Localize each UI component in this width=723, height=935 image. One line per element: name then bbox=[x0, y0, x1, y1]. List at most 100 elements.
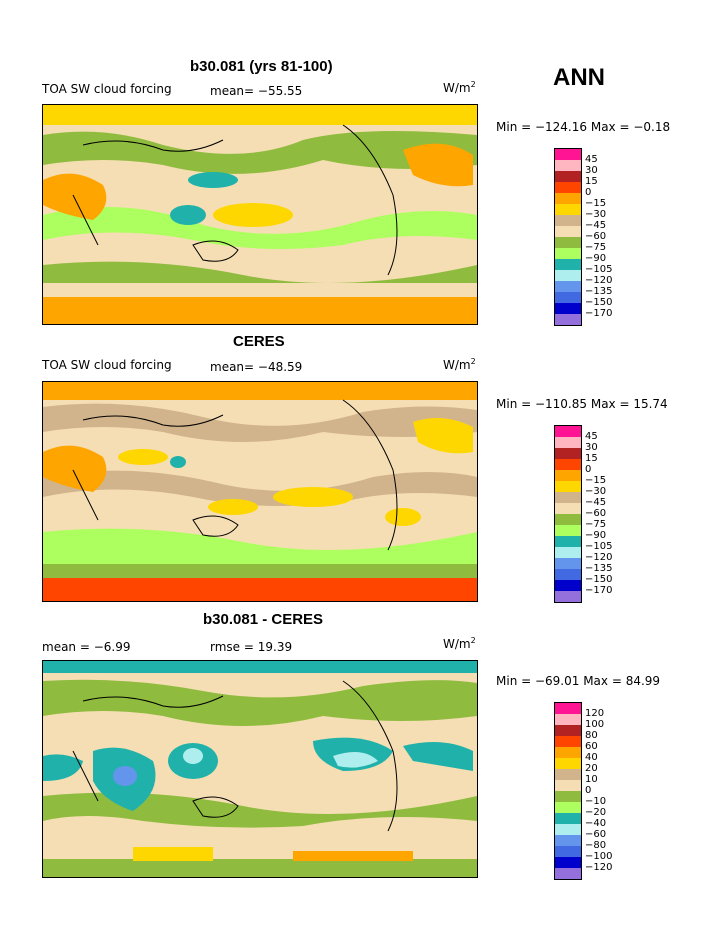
colorbar-swatch bbox=[555, 503, 581, 514]
colorbar-swatch bbox=[555, 248, 581, 259]
panel-2-minmax: Min = −110.85 Max = 15.74 bbox=[496, 397, 668, 411]
colorbar-level-label: −75 bbox=[585, 242, 607, 253]
colorbar-swatch bbox=[555, 747, 581, 758]
colorbar-swatch bbox=[555, 824, 581, 835]
panel-1-mean: mean= −55.55 bbox=[210, 84, 303, 98]
panel-3-mean: mean = −6.99 bbox=[42, 640, 131, 654]
panel-3-rmse: rmse = 19.39 bbox=[210, 640, 293, 654]
colorbar-swatch bbox=[555, 857, 581, 868]
colorbar-level-label: −60 bbox=[585, 829, 607, 840]
colorbar-level-label: 0 bbox=[585, 464, 592, 475]
panel-2-field-label: TOA SW cloud forcing bbox=[42, 358, 172, 372]
colorbar-level-label: −120 bbox=[585, 552, 613, 563]
colorbar-swatch bbox=[555, 813, 581, 824]
colorbar-level-label: 80 bbox=[585, 730, 598, 741]
colorbar-swatch bbox=[555, 525, 581, 536]
panel-2-colorbar bbox=[554, 425, 582, 603]
unit-exponent: 2 bbox=[470, 357, 476, 366]
colorbar-swatch bbox=[555, 314, 581, 325]
colorbar-level-label: −10 bbox=[585, 796, 607, 807]
unit-base: W/m bbox=[443, 358, 471, 372]
colorbar-swatch bbox=[555, 791, 581, 802]
panel-2-map-svg bbox=[43, 382, 477, 601]
colorbar-level-label: 0 bbox=[585, 785, 592, 796]
colorbar-level-label: 15 bbox=[585, 176, 598, 187]
colorbar-level-label: −105 bbox=[585, 264, 613, 275]
colorbar-swatch bbox=[555, 171, 581, 182]
colorbar-level-label: −120 bbox=[585, 862, 613, 873]
colorbar-swatch bbox=[555, 182, 581, 193]
unit-exponent: 2 bbox=[470, 80, 476, 89]
colorbar-swatch bbox=[555, 270, 581, 281]
colorbar-level-label: −135 bbox=[585, 563, 613, 574]
colorbar-swatch bbox=[555, 514, 581, 525]
panel-1-unit: W/m2 bbox=[443, 80, 476, 95]
panel-2-mean: mean= −48.59 bbox=[210, 360, 303, 374]
panel-1-minmax: Min = −124.16 Max = −0.18 bbox=[496, 120, 671, 134]
panel-3-colorbar bbox=[554, 702, 582, 880]
colorbar-level-label: −150 bbox=[585, 297, 613, 308]
season-label: ANN bbox=[553, 64, 605, 91]
colorbar-level-label: −40 bbox=[585, 818, 607, 829]
colorbar-level-label: 10 bbox=[585, 774, 598, 785]
unit-exponent: 2 bbox=[470, 636, 476, 645]
colorbar-level-label: −170 bbox=[585, 308, 613, 319]
colorbar-swatch bbox=[555, 492, 581, 503]
colorbar-level-label: 0 bbox=[585, 187, 592, 198]
colorbar-level-label: −60 bbox=[585, 231, 607, 242]
colorbar-swatch bbox=[555, 536, 581, 547]
panel-3-minmax: Min = −69.01 Max = 84.99 bbox=[496, 674, 661, 688]
panel-1-colorbar bbox=[554, 148, 582, 326]
colorbar-swatch bbox=[555, 736, 581, 747]
colorbar-swatch bbox=[555, 569, 581, 580]
colorbar-swatch bbox=[555, 868, 581, 879]
colorbar-swatch bbox=[555, 802, 581, 813]
unit-base: W/m bbox=[443, 637, 471, 651]
colorbar-level-label: −15 bbox=[585, 475, 607, 486]
colorbar-swatch bbox=[555, 281, 581, 292]
colorbar-swatch bbox=[555, 160, 581, 171]
panel-2-map bbox=[42, 381, 478, 602]
colorbar-level-label: −120 bbox=[585, 275, 613, 286]
panel-3-map bbox=[42, 660, 478, 878]
colorbar-level-label: −60 bbox=[585, 508, 607, 519]
colorbar-swatch bbox=[555, 292, 581, 303]
panel-1-colorbar-labels: 45 30 15 0 −15 −30 −45 −60 −75 −90 −105 −120 −135 −15… bbox=[585, 154, 612, 319]
colorbar-swatch bbox=[555, 846, 581, 857]
colorbar-level-label: 40 bbox=[585, 752, 598, 763]
panel-3-map-svg bbox=[43, 661, 477, 877]
colorbar-level-label: −20 bbox=[585, 807, 607, 818]
panel-3-unit: W/m2 bbox=[443, 636, 476, 651]
colorbar-swatch bbox=[555, 835, 581, 846]
colorbar-level-label: 20 bbox=[585, 763, 598, 774]
colorbar-swatch bbox=[555, 470, 581, 481]
colorbar-level-label: 120 bbox=[585, 708, 605, 719]
unit-base: W/m bbox=[443, 81, 471, 95]
colorbar-swatch bbox=[555, 448, 581, 459]
colorbar-level-label: −15 bbox=[585, 198, 607, 209]
panel-1-field-label: TOA SW cloud forcing bbox=[42, 82, 172, 96]
colorbar-level-label: −45 bbox=[585, 220, 607, 231]
colorbar-swatch bbox=[555, 237, 581, 248]
colorbar-swatch bbox=[555, 481, 581, 492]
colorbar-level-label: −135 bbox=[585, 286, 613, 297]
panel-3-colorbar-labels: 120 100 80 60 40 20 10 0 −10 −20 −40 −60 −80 −100 −120 bbox=[585, 708, 612, 873]
colorbar-level-label: −170 bbox=[585, 585, 613, 596]
colorbar-swatch bbox=[555, 758, 581, 769]
colorbar-swatch bbox=[555, 437, 581, 448]
colorbar-level-label: −30 bbox=[585, 486, 607, 497]
colorbar-swatch bbox=[555, 149, 581, 160]
colorbar-swatch bbox=[555, 226, 581, 237]
panel-2-title: CERES bbox=[233, 333, 285, 350]
colorbar-level-label: −100 bbox=[585, 851, 613, 862]
colorbar-swatch bbox=[555, 204, 581, 215]
colorbar-swatch bbox=[555, 459, 581, 470]
colorbar-swatch bbox=[555, 780, 581, 791]
colorbar-level-label: −75 bbox=[585, 519, 607, 530]
colorbar-swatch bbox=[555, 259, 581, 270]
panel-3-title: b30.081 - CERES bbox=[203, 611, 324, 628]
colorbar-swatch bbox=[555, 769, 581, 780]
colorbar-swatch bbox=[555, 303, 581, 314]
colorbar-swatch bbox=[555, 725, 581, 736]
colorbar-level-label: −45 bbox=[585, 497, 607, 508]
